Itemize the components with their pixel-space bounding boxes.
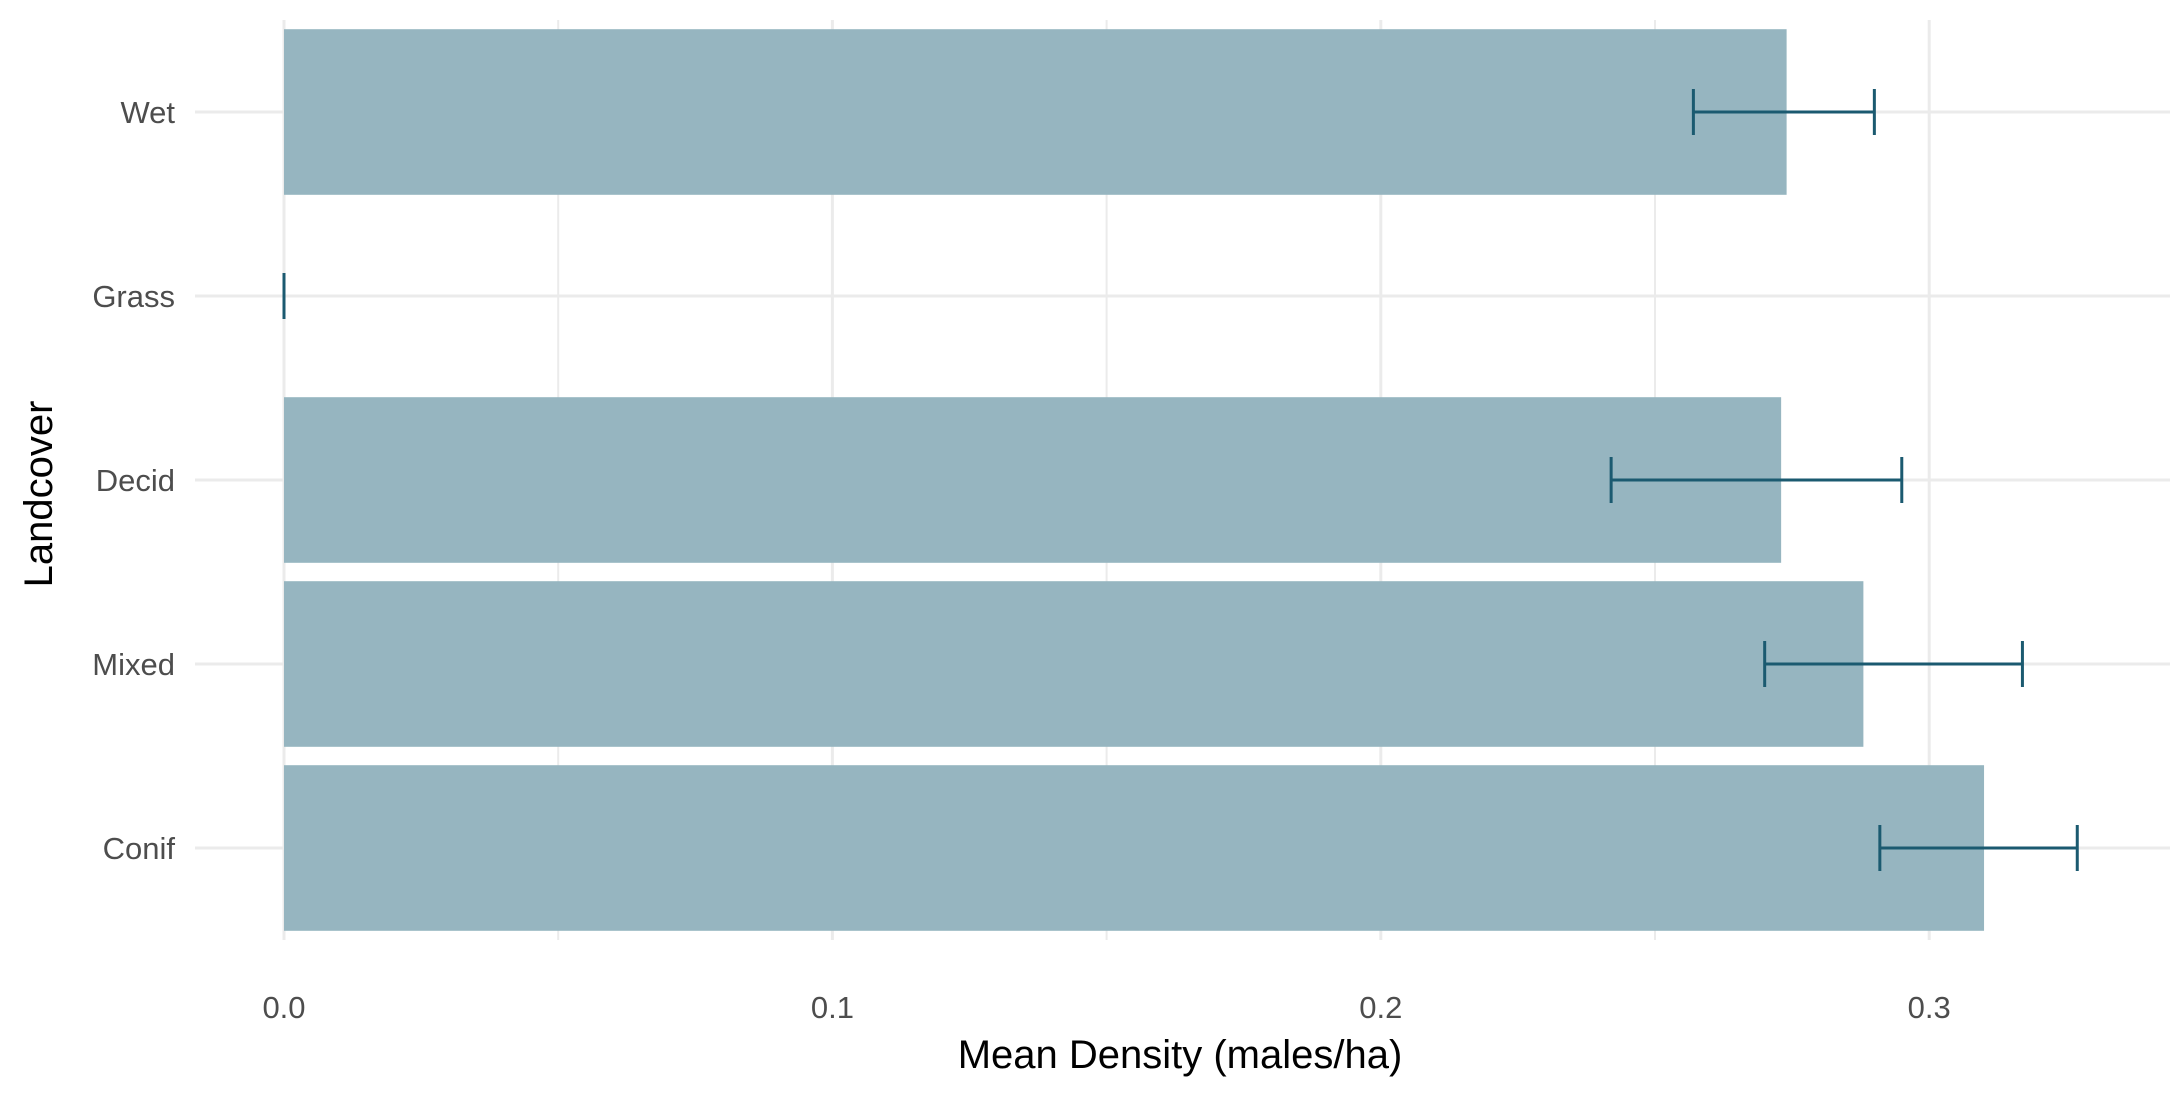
y-tick-label-mixed: Mixed	[92, 647, 175, 682]
y-tick-label-grass: Grass	[92, 279, 175, 314]
y-tick-label-conif: Conif	[103, 831, 176, 866]
y-tick-label-wet: Wet	[120, 95, 175, 130]
bar-wet	[284, 29, 1787, 195]
error-bar-mixed	[1763, 641, 2024, 687]
bar-decid	[284, 397, 1782, 563]
y-axis-title: Landcover	[17, 401, 61, 588]
error-bar-wet	[1691, 89, 1876, 135]
x-tick-labels: 0.0 0.1 0.2 0.3	[262, 990, 1950, 1025]
error-bar-decid	[1609, 457, 1904, 503]
x-axis-title: Mean Density (males/ha)	[958, 1033, 1403, 1077]
x-tick-label-2: 0.2	[1359, 990, 1402, 1025]
bar-mixed	[284, 581, 1864, 747]
error-bar-conif	[1878, 825, 2079, 871]
error-bars	[282, 89, 2079, 871]
bar-conif	[284, 765, 1985, 931]
y-tick-label-decid: Decid	[96, 463, 175, 498]
x-tick-label-1: 0.1	[811, 990, 854, 1025]
x-tick-label-3: 0.3	[1908, 990, 1951, 1025]
bars	[284, 29, 1985, 931]
y-tick-labels: Conif Mixed Decid Grass Wet	[92, 95, 175, 866]
x-tick-label-0: 0.0	[262, 990, 305, 1025]
